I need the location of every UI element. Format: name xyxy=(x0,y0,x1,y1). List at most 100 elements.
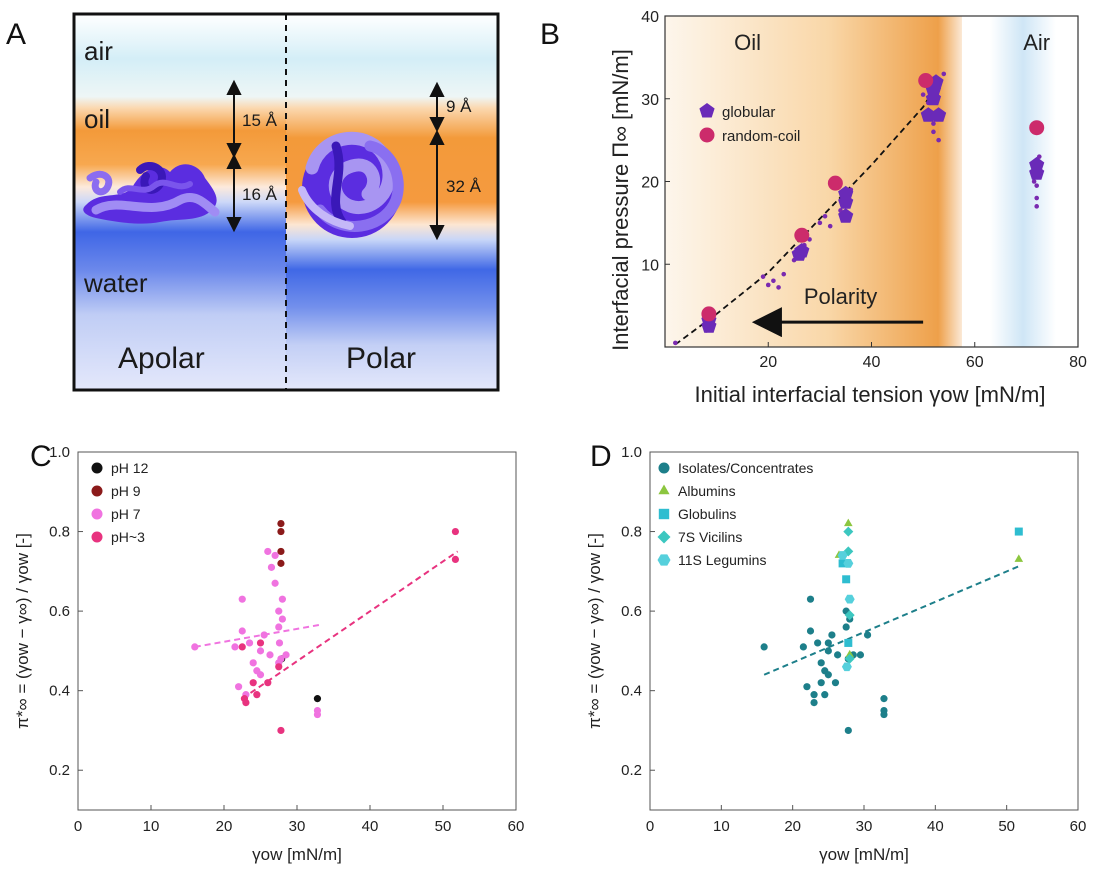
data-point-ph-7 xyxy=(282,651,290,659)
y-tick-label: 0.8 xyxy=(49,524,70,541)
data-point-ph-3 xyxy=(451,527,460,536)
y-tick-label: 0.2 xyxy=(621,762,642,779)
plot-d: 0 10 20 30 40 50 60 0.2 0.4 0.6 0.8 1.0 γow [mN/m] π*… xyxy=(585,444,1086,864)
legend-label-3: 7S Vicilins xyxy=(678,529,742,545)
fit-line xyxy=(674,81,940,346)
y-tick-label: 0.2 xyxy=(49,762,70,779)
data-point-small xyxy=(931,121,936,126)
data-point-globular xyxy=(920,107,936,122)
data-point-small xyxy=(1036,154,1042,159)
data-point-isolates-concentrates xyxy=(806,627,815,635)
data-point-isolates-concentrates xyxy=(803,683,811,691)
x-axis-label: γow [mN/m] xyxy=(252,845,342,864)
data-point-small xyxy=(1031,179,1037,184)
region-label-air: Air xyxy=(1023,30,1050,55)
data-point-globular xyxy=(794,243,810,258)
data-point-isolates-concentrates xyxy=(863,631,872,639)
data-point-albumins xyxy=(845,649,855,658)
dimension-arrows xyxy=(226,79,445,241)
data-point-ph-7 xyxy=(277,655,285,663)
y-tick-label: 1.0 xyxy=(621,444,642,461)
y-tick-label: 40 xyxy=(641,9,659,26)
x-tick-label: 60 xyxy=(1070,818,1087,835)
data-point-random-coil xyxy=(918,73,934,89)
data-point-random-coil xyxy=(1029,120,1045,136)
fit-line xyxy=(763,564,1022,676)
data-point-small xyxy=(931,129,936,135)
data-point-ph-9 xyxy=(277,559,285,567)
legend-marker-0 xyxy=(91,462,103,474)
x-tick-label: 10 xyxy=(713,818,730,835)
dim-oil-polar: 9 Å xyxy=(446,97,472,116)
legend-label-2: Globulins xyxy=(678,506,736,522)
data-point-11s-legumins xyxy=(844,594,855,604)
data-point-ph-7 xyxy=(275,607,283,615)
data-point-ph-3 xyxy=(451,555,460,564)
data-point-ph-3 xyxy=(238,643,246,651)
data-point-isolates-concentrates xyxy=(856,651,865,659)
legend-label-globular: globular xyxy=(722,104,775,121)
plotC-frame xyxy=(77,451,517,811)
data-point-isolates-concentrates xyxy=(821,691,829,699)
x-tick-label: 20 xyxy=(759,354,777,371)
dim-water-apolar: 16 Å xyxy=(242,185,278,204)
y-tick-label: 0.4 xyxy=(621,683,642,700)
data-point-isolates-concentrates xyxy=(799,643,807,651)
data-point-ph-3 xyxy=(275,663,283,671)
data-point-ph-7 xyxy=(278,615,286,623)
data-point-11s-legumins xyxy=(841,662,852,672)
label-apolar: Apolar xyxy=(118,342,205,375)
legend-label-1: Albumins xyxy=(678,483,736,499)
legend-marker-globular xyxy=(699,103,715,118)
x-tick-label: 50 xyxy=(998,818,1015,835)
data-point-small xyxy=(673,340,678,346)
data-point-ph-7 xyxy=(267,563,276,571)
data-point-globular xyxy=(1029,156,1045,172)
y-axis-label: Interfacial pressure Π∞ [mN/m] xyxy=(608,49,633,351)
data-point-ph-3 xyxy=(264,679,272,687)
data-point-isolates-concentrates xyxy=(880,695,888,703)
data-point-ph-7 xyxy=(245,639,254,647)
globular-protein-icon xyxy=(298,131,404,238)
x-tick-label: 60 xyxy=(508,818,525,835)
data-point-ph-7 xyxy=(264,547,272,556)
label-oil: oil xyxy=(84,104,110,134)
data-point-ph-3 xyxy=(249,679,257,687)
data-point-ph-7 xyxy=(231,643,239,651)
data-point-globular xyxy=(931,107,947,122)
dim-oil-apolar: 15 Å xyxy=(242,111,278,130)
data-point-isolates-concentrates xyxy=(842,623,850,631)
region-label-oil: Oil xyxy=(734,30,761,55)
data-point-albumins xyxy=(844,518,853,527)
legend-marker-3 xyxy=(657,530,671,544)
data-point-ph-9 xyxy=(277,527,285,536)
data-point-isolates-concentrates xyxy=(810,699,818,707)
data-point-small xyxy=(760,274,766,279)
data-point-small xyxy=(771,278,776,284)
legend-marker-0 xyxy=(658,462,670,474)
data-point-11s-legumins xyxy=(837,551,848,560)
data-point-isolates-concentrates xyxy=(817,679,825,687)
data-point-ph-3 xyxy=(242,699,250,707)
panel-d: D 0 10 20 30 40 50 60 0.2 0.4 0.6 0.8 1.0 γow [mN/m]… xyxy=(585,440,1086,864)
x-tick-label: 80 xyxy=(1069,354,1087,371)
legend-label-0: Isolates/Concentrates xyxy=(678,460,813,476)
data-point-isolates-concentrates xyxy=(824,639,832,647)
legend-label-4: 11S Legumins xyxy=(678,552,766,568)
plot-b: 20 40 60 80 10 20 30 40 Initial interfacial tens… xyxy=(608,9,1087,407)
x-tick-label: 0 xyxy=(646,818,654,835)
data-point-albumins xyxy=(1014,554,1024,562)
data-point-isolates-concentrates xyxy=(831,679,840,687)
oil-region xyxy=(665,16,962,347)
data-point-isolates-concentrates xyxy=(810,691,818,699)
data-point-small xyxy=(936,137,941,143)
data-point-isolates-concentrates xyxy=(880,710,888,719)
data-point-ph-7 xyxy=(238,595,246,603)
data-point-isolates-concentrates xyxy=(844,726,852,735)
data-point-ph-3 xyxy=(253,691,261,699)
data-point-ph-7 xyxy=(275,623,283,631)
data-point-isolates-concentrates xyxy=(828,631,836,639)
data-point-small xyxy=(776,285,781,290)
legend-label-0: pH 12 xyxy=(111,460,149,476)
plot-c: 0 10 20 30 40 50 60 0.2 0.4 0.6 0.8 1.0 γow [mN/m] π*… xyxy=(13,444,524,864)
